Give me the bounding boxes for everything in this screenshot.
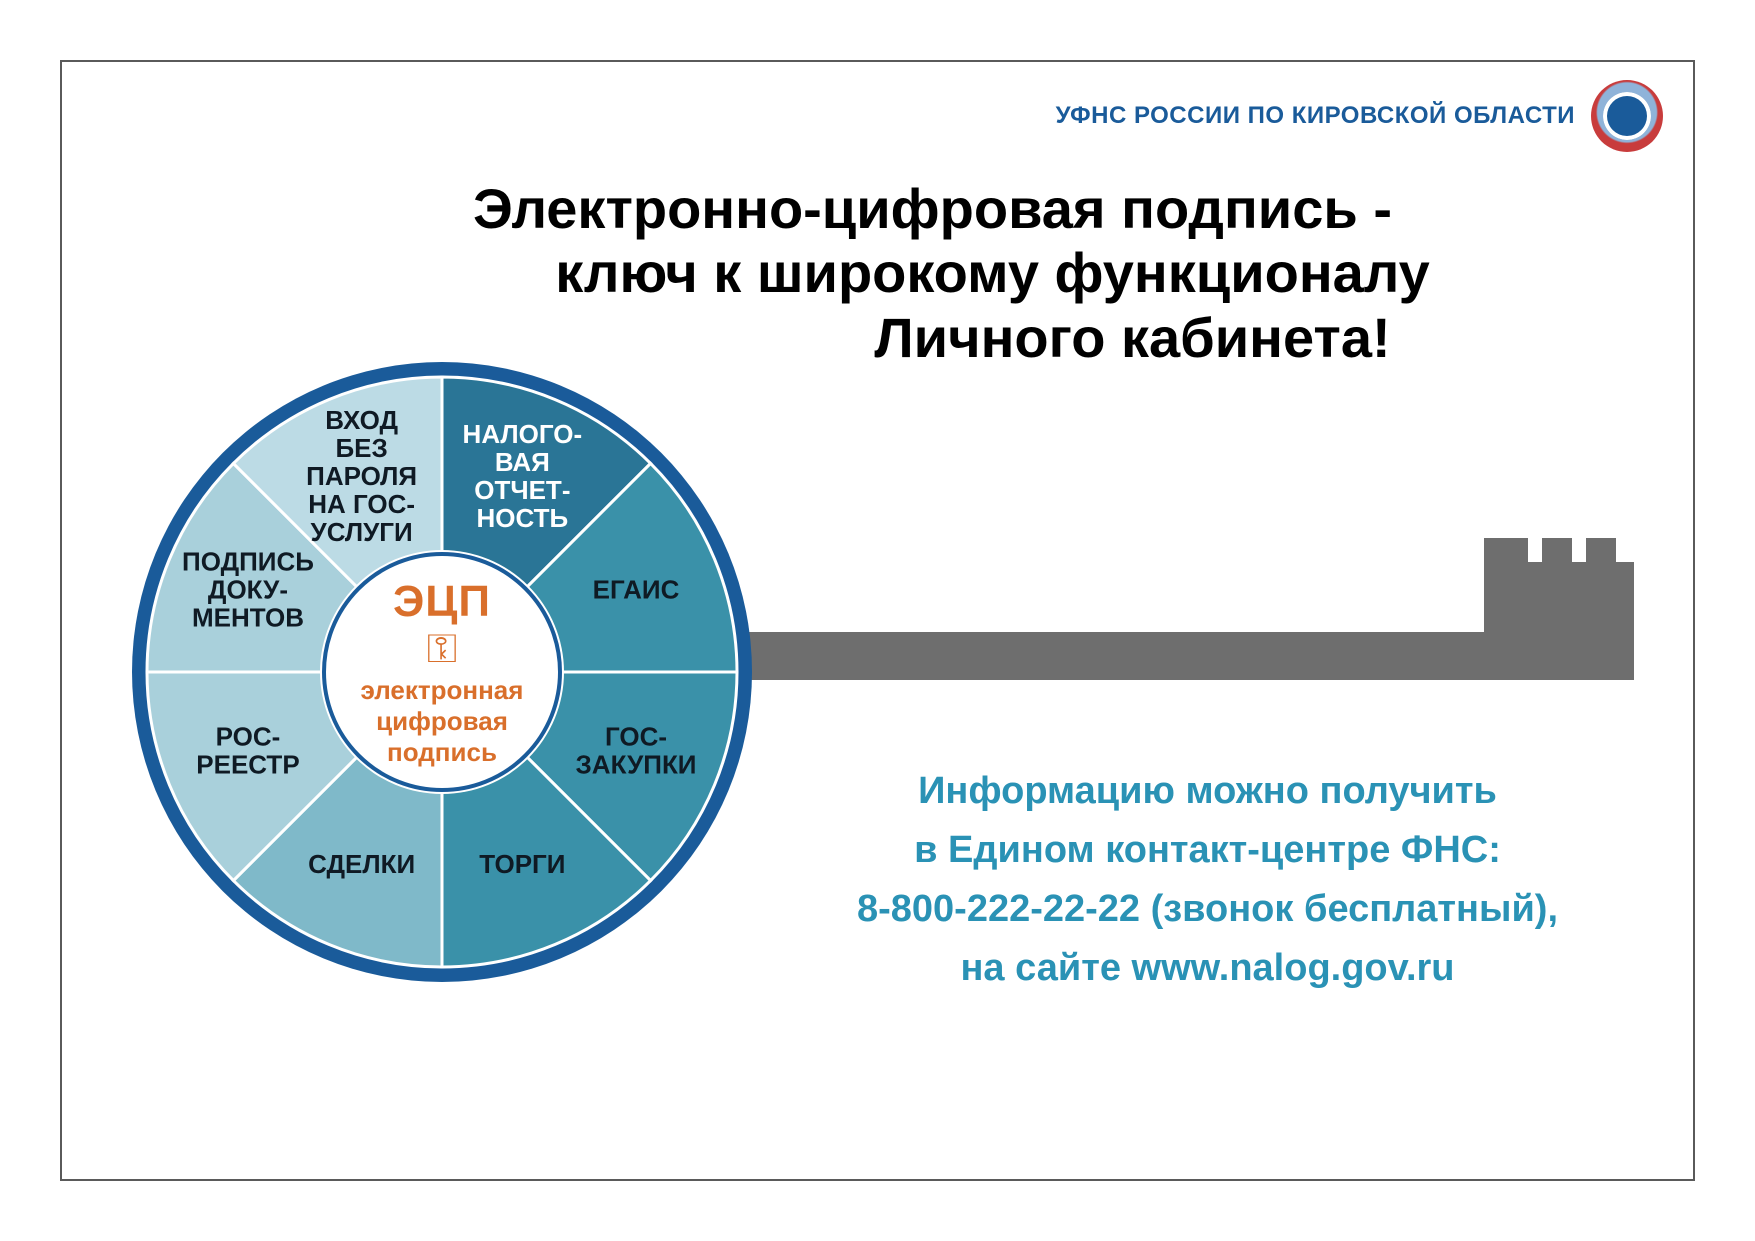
info-line-2: в Едином контакт-центре ФНС: xyxy=(782,821,1633,880)
key-icon: ⚿ xyxy=(427,629,457,669)
wheel-segment-label: НАЛОГО-ВАЯОТЧЕТ-НОСТЬ xyxy=(463,419,583,533)
main-title: Электронно-цифровая подпись - ключ к шир… xyxy=(232,177,1633,370)
info-line-4: на сайте www.nalog.gov.ru xyxy=(782,939,1633,998)
infographic-frame: УФНС РОССИИ ПО КИРОВСКОЙ ОБЛАСТИ Электро… xyxy=(60,60,1695,1181)
wheel-hub: ЭЦП ⚿ электронная цифровая подпись xyxy=(322,552,562,792)
key-bit-icon xyxy=(1484,562,1634,680)
hub-acronym: ЭЦП xyxy=(393,577,491,627)
wheel-segment-label: ТОРГИ xyxy=(479,849,565,879)
fns-logo-icon xyxy=(1591,80,1663,152)
info-line-1: Информацию можно получить xyxy=(782,762,1633,821)
info-line-3: 8-800-222-22-22 (звонок бесплатный), xyxy=(782,880,1633,939)
title-line-3: Личного кабинета! xyxy=(232,306,1633,370)
title-line-1: Электронно-цифровая подпись - xyxy=(232,177,1633,241)
wheel-segment-label: СДЕЛКИ xyxy=(308,849,415,879)
header: УФНС РОССИИ ПО КИРОВСКОЙ ОБЛАСТИ xyxy=(1056,80,1663,152)
contact-info: Информацию можно получить в Едином конта… xyxy=(782,762,1633,998)
hub-sub-2: цифровая xyxy=(376,706,508,737)
key-label: ЛИЧНЫЙ КАБИНЕТ ИП и ЮЛ xyxy=(842,682,1420,727)
hub-sub-1: электронная xyxy=(361,675,524,706)
wheel-segment-label: ЕГАИС xyxy=(593,575,680,605)
key-shaft xyxy=(672,632,1632,680)
title-line-2: ключ к широкому функционалу xyxy=(232,241,1633,305)
hub-sub-3: подпись xyxy=(387,737,497,768)
org-name: УФНС РОССИИ ПО КИРОВСКОЙ ОБЛАСТИ xyxy=(1056,102,1575,130)
pie-wheel: НАЛОГО-ВАЯОТЧЕТ-НОСТЬЕГАИСГОС-ЗАКУПКИТОР… xyxy=(132,362,752,982)
